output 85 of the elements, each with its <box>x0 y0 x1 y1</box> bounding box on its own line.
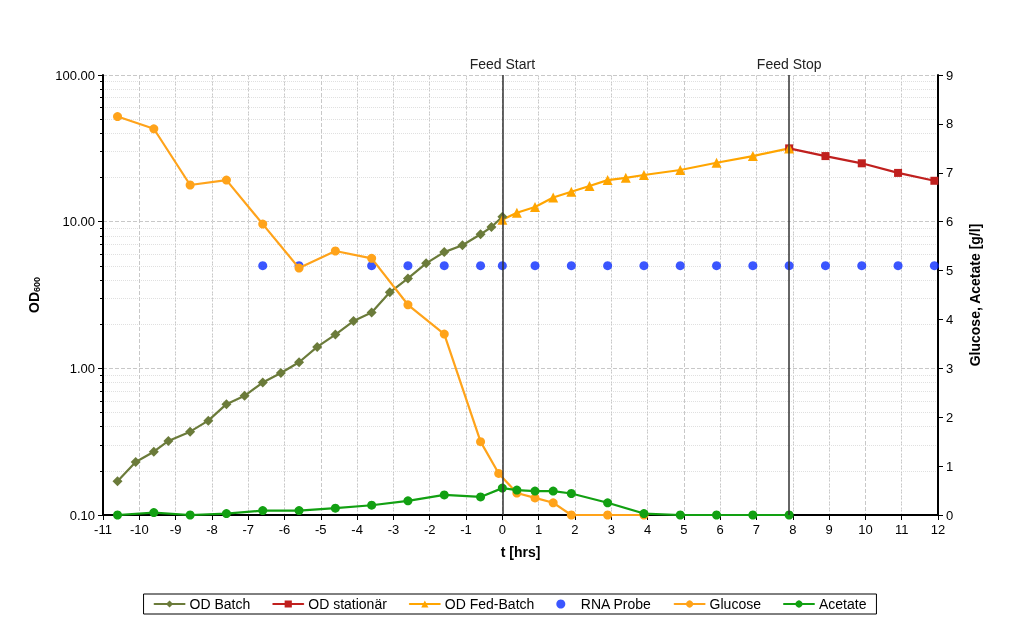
point <box>257 377 268 388</box>
point <box>638 170 649 181</box>
x-tick-label: -8 <box>206 522 218 537</box>
y2-tick-label: 5 <box>946 263 954 279</box>
x-tick-label: 9 <box>825 522 833 537</box>
point <box>894 168 903 177</box>
x-tick-label: -4 <box>351 522 363 537</box>
point <box>185 426 196 437</box>
x-tick-label: -1 <box>460 522 472 537</box>
x-tick-label: -11 <box>94 522 112 537</box>
point <box>930 176 939 185</box>
x-tick-label: -3 <box>387 522 400 537</box>
y2-tick-label: 8 <box>946 116 954 132</box>
point <box>602 175 613 186</box>
point <box>330 329 341 340</box>
point <box>239 390 250 401</box>
y2-tick-label: 9 <box>946 67 954 83</box>
x-tick-label: 4 <box>643 522 652 537</box>
x-tick-label: 1 <box>535 522 543 537</box>
y2-tick-label: 6 <box>946 214 954 230</box>
legend-label: RNA Probe <box>580 596 652 612</box>
x-tick-label: -6 <box>278 522 291 537</box>
point <box>747 151 758 162</box>
x-tick-label: 5 <box>680 522 688 537</box>
y2-tick-label: 1 <box>946 458 954 474</box>
point <box>294 357 305 368</box>
y-tick-label: 1.00 <box>69 360 95 376</box>
ref-line-label: Feed Start <box>469 56 536 72</box>
legend-label: Glucose <box>709 596 762 612</box>
y-tick-label: 0.10 <box>69 507 95 523</box>
point <box>421 258 432 269</box>
x-tick-label: 7 <box>752 522 761 537</box>
x-tick-label: -5 <box>315 522 327 537</box>
legend-label: OD stationär <box>308 596 388 612</box>
point <box>312 341 323 352</box>
point <box>511 207 522 218</box>
point <box>148 446 159 457</box>
point <box>112 476 123 487</box>
point <box>530 201 541 212</box>
point <box>711 157 722 168</box>
legend-label: OD Fed-Batch <box>444 596 535 612</box>
point <box>620 172 631 183</box>
point <box>475 229 486 240</box>
point <box>221 399 232 410</box>
y2-tick-label: 2 <box>946 409 954 425</box>
x-tick-label: 12 <box>930 522 946 537</box>
point <box>857 159 866 168</box>
point <box>366 307 377 318</box>
point <box>821 152 830 161</box>
point <box>384 287 395 298</box>
point <box>486 221 497 232</box>
x-tick-label: 10 <box>858 522 873 537</box>
ref-line-label: Feed Stop <box>756 56 822 72</box>
point <box>675 165 686 176</box>
x-tick-label: 6 <box>716 522 724 537</box>
y2-tick-label: 3 <box>946 360 954 376</box>
x-tick-label: 11 <box>894 522 909 537</box>
legend-label: Acetate <box>818 596 867 612</box>
x-tick-label: 2 <box>571 522 579 537</box>
point <box>566 186 577 197</box>
x-axis-title: t [hrs] <box>500 544 541 560</box>
point <box>348 316 359 327</box>
x-tick-label: -2 <box>423 522 436 537</box>
point <box>402 273 413 284</box>
point <box>163 435 174 446</box>
point <box>584 181 595 192</box>
point <box>548 192 559 203</box>
x-tick-label: 3 <box>607 522 615 537</box>
point <box>457 240 468 251</box>
y2-axis-title: Glucose, Acetate [g/l] <box>967 223 983 367</box>
x-tick-label: -9 <box>169 522 182 537</box>
x-tick-label: 8 <box>789 522 797 537</box>
y-tick-label: 10.00 <box>62 214 95 230</box>
point <box>275 367 286 378</box>
y-tick-label: 100.00 <box>55 67 95 83</box>
y2-tick-label: 4 <box>946 311 954 327</box>
legend-label: OD Batch <box>189 596 251 612</box>
point <box>439 247 450 258</box>
x-tick-label: 0 <box>498 522 506 537</box>
y2-tick-label: 0 <box>946 507 954 523</box>
point <box>203 415 214 426</box>
point <box>130 456 141 467</box>
x-tick-label: -10 <box>129 522 149 537</box>
x-tick-label: -7 <box>242 522 254 537</box>
y2-tick-label: 7 <box>946 165 954 181</box>
